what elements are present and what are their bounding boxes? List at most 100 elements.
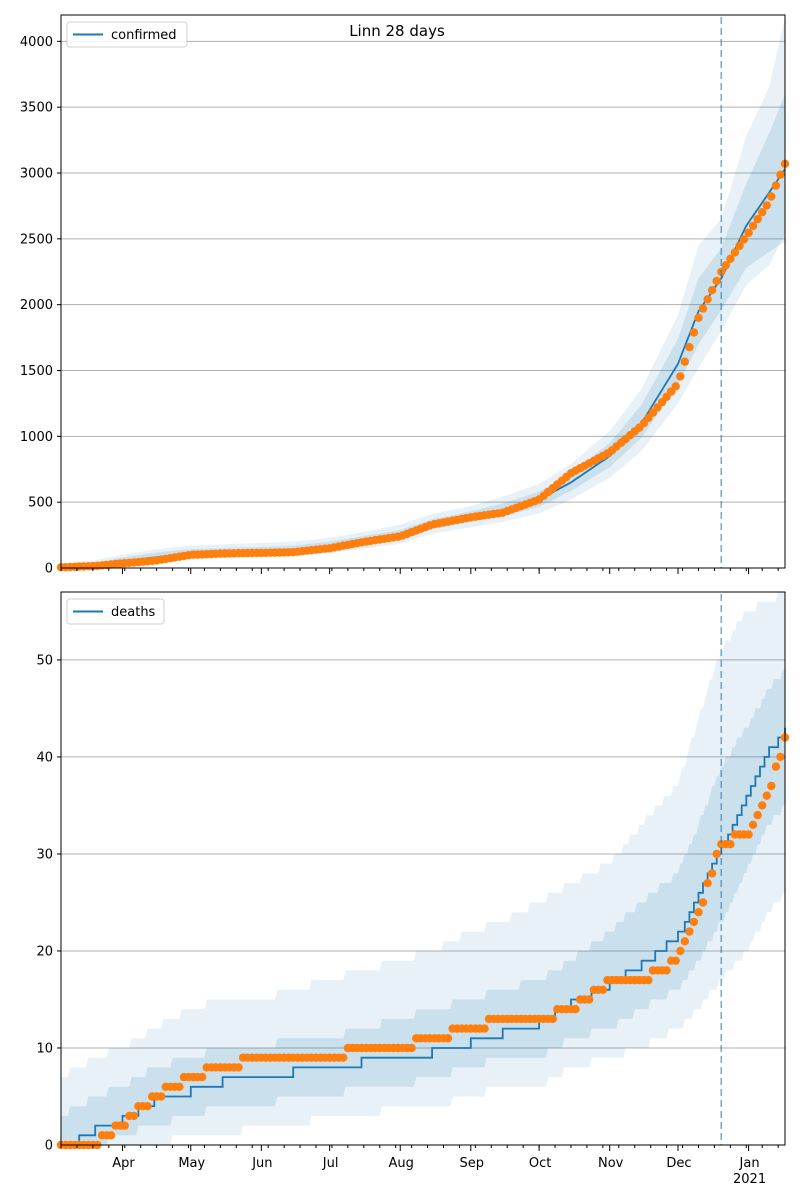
y-tick-label: 0 — [45, 1139, 53, 1154]
observed-point — [748, 221, 758, 231]
observed-point — [712, 849, 721, 859]
observed-point — [767, 781, 776, 791]
observed-point — [721, 261, 730, 270]
x-tick-label: Oct — [529, 1156, 551, 1171]
legend-label: confirmed — [111, 28, 177, 43]
observed-point — [767, 192, 776, 201]
y-tick-label: 30 — [36, 847, 53, 862]
observed-point — [689, 328, 699, 337]
model-line — [61, 727, 786, 1146]
axes-frame — [60, 14, 786, 569]
observed-point — [662, 966, 671, 975]
observed-point — [703, 295, 712, 304]
observed-point — [744, 830, 753, 839]
observed-point — [198, 1072, 207, 1082]
observed-point — [676, 372, 685, 381]
observed-point — [707, 869, 717, 878]
observed-point — [744, 228, 753, 237]
observed-point — [694, 313, 703, 322]
observed-point — [480, 1024, 489, 1033]
observed-point — [776, 170, 785, 179]
observed-point — [685, 927, 694, 936]
x-tick-label: Jan — [739, 1156, 760, 1171]
y-tick-label: 1500 — [20, 364, 53, 379]
observed-point — [598, 985, 608, 994]
observed-point — [694, 908, 703, 917]
observed-point — [106, 1131, 116, 1140]
observed-point — [730, 248, 740, 257]
observed-point — [707, 286, 717, 295]
confirmed-panel: 0 500 1000 1500 2000 2500 3000 3500 4000 confirme… — [20, 14, 790, 577]
observed-point — [585, 995, 594, 1004]
y-tick-label: 50 — [36, 653, 53, 668]
observed-point — [753, 214, 762, 224]
x-year-label: 2021 — [733, 1172, 766, 1187]
uncertainty-band — [61, 669, 785, 1145]
observed-point — [762, 201, 771, 210]
observed-point — [685, 342, 694, 352]
observed-point — [548, 1014, 557, 1024]
observed-point — [680, 937, 689, 946]
y-tick-label: 500 — [28, 496, 53, 511]
x-tick-label: Nov — [598, 1156, 624, 1171]
y-tick-label: 0 — [45, 562, 53, 577]
axes-frame — [60, 591, 786, 1146]
legend: deaths — [66, 598, 165, 625]
y-tick-label: 2000 — [20, 298, 53, 313]
observed-point — [157, 1092, 166, 1101]
observed-point — [234, 1063, 243, 1072]
y-tick-label: 4000 — [20, 35, 53, 50]
observed-point — [339, 1053, 348, 1062]
observed-point — [407, 1043, 416, 1053]
observed-point — [143, 1102, 152, 1111]
figure-title: Linn 28 days — [349, 22, 445, 40]
y-tick-label: 10 — [36, 1041, 53, 1056]
observed-point — [776, 752, 785, 762]
observed-point — [671, 382, 680, 391]
observed-point — [175, 1082, 184, 1092]
x-tick-label: Dec — [666, 1156, 691, 1171]
uncertainty-band — [61, 94, 785, 568]
observed-point — [748, 820, 758, 829]
observed-point — [644, 975, 653, 985]
observed-point — [726, 840, 735, 849]
observed-point — [671, 956, 680, 965]
observed-point — [443, 1034, 453, 1043]
legend-label: deaths — [111, 605, 156, 620]
legend-box — [66, 598, 165, 625]
x-tick-label: May — [178, 1156, 205, 1171]
y-tick-label: 40 — [36, 750, 53, 765]
observed-point — [726, 254, 735, 263]
observed-point — [703, 878, 712, 888]
observed-point — [698, 304, 708, 313]
observed-point — [712, 276, 721, 286]
observed-point — [739, 235, 749, 244]
observed-point — [120, 1121, 129, 1130]
x-tick-label: Apr — [112, 1156, 135, 1171]
x-tick-label: Jul — [322, 1156, 339, 1171]
y-tick-label: 1000 — [20, 430, 53, 445]
observed-point — [758, 208, 767, 217]
observed-point — [676, 946, 685, 956]
y-tick-label: 3500 — [20, 101, 53, 116]
uncertainty-band — [61, 592, 785, 1145]
observed-point — [571, 1005, 580, 1014]
deaths-panel: 0 10 20 30 40 50 deaths — [36, 591, 790, 1154]
y-tick-label: 2500 — [20, 232, 53, 247]
legend-box — [66, 21, 188, 48]
x-tick-label: Aug — [389, 1156, 414, 1171]
y-tick-label: 20 — [36, 944, 53, 959]
observed-point — [129, 1111, 139, 1121]
observed-point — [771, 762, 781, 771]
observed-point — [735, 241, 744, 251]
observed-point — [689, 917, 699, 927]
observed-point — [698, 898, 708, 907]
x-tick-label: Jun — [251, 1156, 272, 1171]
y-tick-label: 3000 — [20, 167, 53, 182]
observed-point — [758, 801, 767, 810]
observed-point — [753, 810, 762, 820]
observed-point — [762, 791, 771, 800]
observed-point — [680, 357, 689, 366]
